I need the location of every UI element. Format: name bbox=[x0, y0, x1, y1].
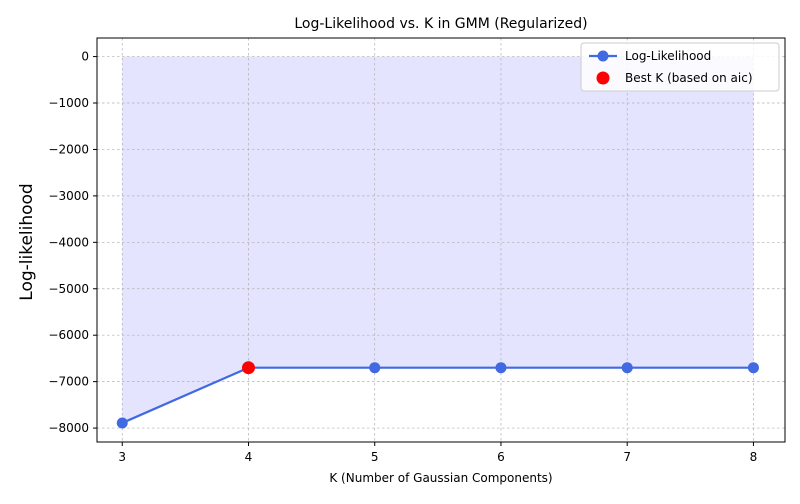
data-point bbox=[369, 362, 381, 374]
axes-frame bbox=[96, 37, 786, 443]
x-tick-label: 8 bbox=[750, 450, 758, 464]
x-tick-label: 6 bbox=[497, 450, 505, 464]
series-line-log-likelihood bbox=[121, 366, 754, 424]
x-tick-label: 7 bbox=[623, 450, 631, 464]
x-tick-label: 3 bbox=[118, 450, 126, 464]
x-tick-label: 4 bbox=[245, 450, 253, 464]
chart-title: Log-Likelihood vs. K in GMM (Regularized… bbox=[294, 16, 587, 32]
legend-label-log-likelihood: Log-Likelihood bbox=[625, 49, 711, 63]
x-axis-label: K (Number of Gaussian Components) bbox=[329, 471, 552, 485]
legend-marker-swatch bbox=[597, 50, 609, 62]
fill-area bbox=[122, 56, 754, 423]
legend-best-k-swatch bbox=[596, 71, 610, 85]
y-tick-label: 0 bbox=[81, 50, 89, 64]
y-tick-label: −6000 bbox=[48, 328, 89, 342]
y-axis-label: Log-likelihood bbox=[17, 183, 37, 300]
legend-label-best-k: Best K (based on aic) bbox=[625, 71, 753, 85]
y-tick-label: −4000 bbox=[48, 235, 89, 249]
legend: Log-Likelihood Best K (based on aic) bbox=[580, 42, 780, 92]
y-tick-label: −8000 bbox=[48, 421, 89, 435]
data-point bbox=[621, 362, 633, 374]
plot-area: 3 4 5 6 7 8 0 −1000 −2000 −3000 −4000 −5000 −6000 −70… bbox=[48, 37, 786, 464]
data-point bbox=[116, 417, 128, 429]
legend-box bbox=[580, 42, 780, 92]
y-tick-label: −1000 bbox=[48, 96, 89, 110]
y-tick-label: −5000 bbox=[48, 282, 89, 296]
y-tick-label: −7000 bbox=[48, 375, 89, 389]
y-tick-label: −2000 bbox=[48, 142, 89, 156]
data-point bbox=[747, 362, 759, 374]
x-tick-label: 5 bbox=[371, 450, 379, 464]
y-tick-label: −3000 bbox=[48, 189, 89, 203]
best-k-marker bbox=[241, 361, 255, 375]
data-point bbox=[495, 362, 507, 374]
